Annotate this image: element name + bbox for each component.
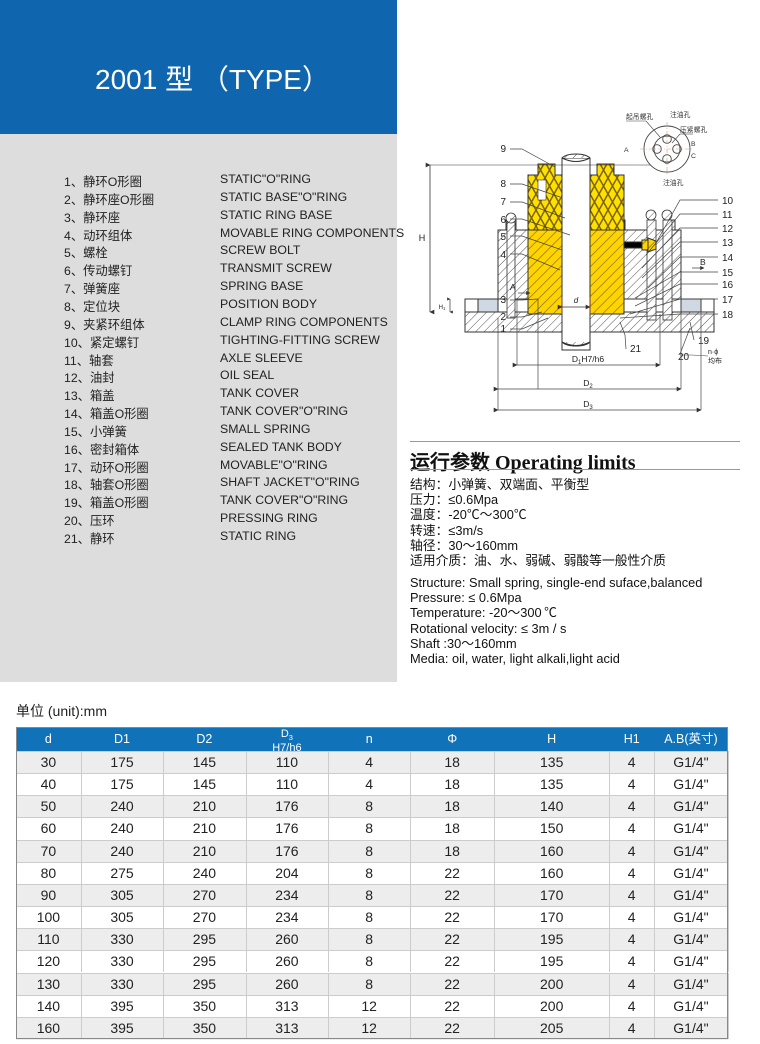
svg-text:14: 14 xyxy=(722,253,734,264)
svg-text:20: 20 xyxy=(678,352,690,363)
svg-text:C: C xyxy=(691,153,696,160)
svg-text:H: H xyxy=(419,233,426,243)
svg-text:4: 4 xyxy=(500,250,506,261)
svg-text:d: d xyxy=(574,296,579,305)
svg-text:2: 2 xyxy=(500,312,506,323)
svg-text:15: 15 xyxy=(722,268,734,279)
svg-text:3: 3 xyxy=(500,295,506,306)
svg-text:7: 7 xyxy=(500,197,506,208)
svg-text:注油孔: 注油孔 xyxy=(663,178,684,187)
svg-text:1: 1 xyxy=(500,324,506,335)
svg-text:5: 5 xyxy=(500,232,506,243)
svg-text:A: A xyxy=(624,147,629,154)
svg-text:17: 17 xyxy=(722,295,734,306)
svg-text:18: 18 xyxy=(722,310,734,321)
svg-text:11: 11 xyxy=(722,210,733,221)
svg-text:9: 9 xyxy=(500,144,506,155)
svg-text:D1H7/h6: D1H7/h6 xyxy=(572,354,604,366)
svg-text:13: 13 xyxy=(722,238,734,249)
svg-text:B: B xyxy=(691,141,696,148)
svg-text:8: 8 xyxy=(500,179,506,190)
svg-text:12: 12 xyxy=(722,224,734,235)
svg-text:D2: D2 xyxy=(583,378,593,390)
svg-text:19: 19 xyxy=(698,336,710,347)
svg-text:均布: 均布 xyxy=(708,356,722,365)
svg-text:6: 6 xyxy=(500,215,506,226)
svg-text:起吊螺孔: 起吊螺孔 xyxy=(626,112,653,121)
svg-text:n·ϕ: n·ϕ xyxy=(708,349,718,356)
svg-text:H1: H1 xyxy=(439,305,446,311)
svg-text:16: 16 xyxy=(722,280,734,291)
svg-text:A: A xyxy=(510,282,516,292)
svg-text:压紧螺孔: 压紧螺孔 xyxy=(680,125,707,134)
svg-text:注油孔: 注油孔 xyxy=(670,110,691,119)
svg-text:21: 21 xyxy=(630,344,642,355)
svg-text:B: B xyxy=(700,257,706,267)
svg-text:D3: D3 xyxy=(583,399,593,411)
svg-text:10: 10 xyxy=(722,196,734,207)
